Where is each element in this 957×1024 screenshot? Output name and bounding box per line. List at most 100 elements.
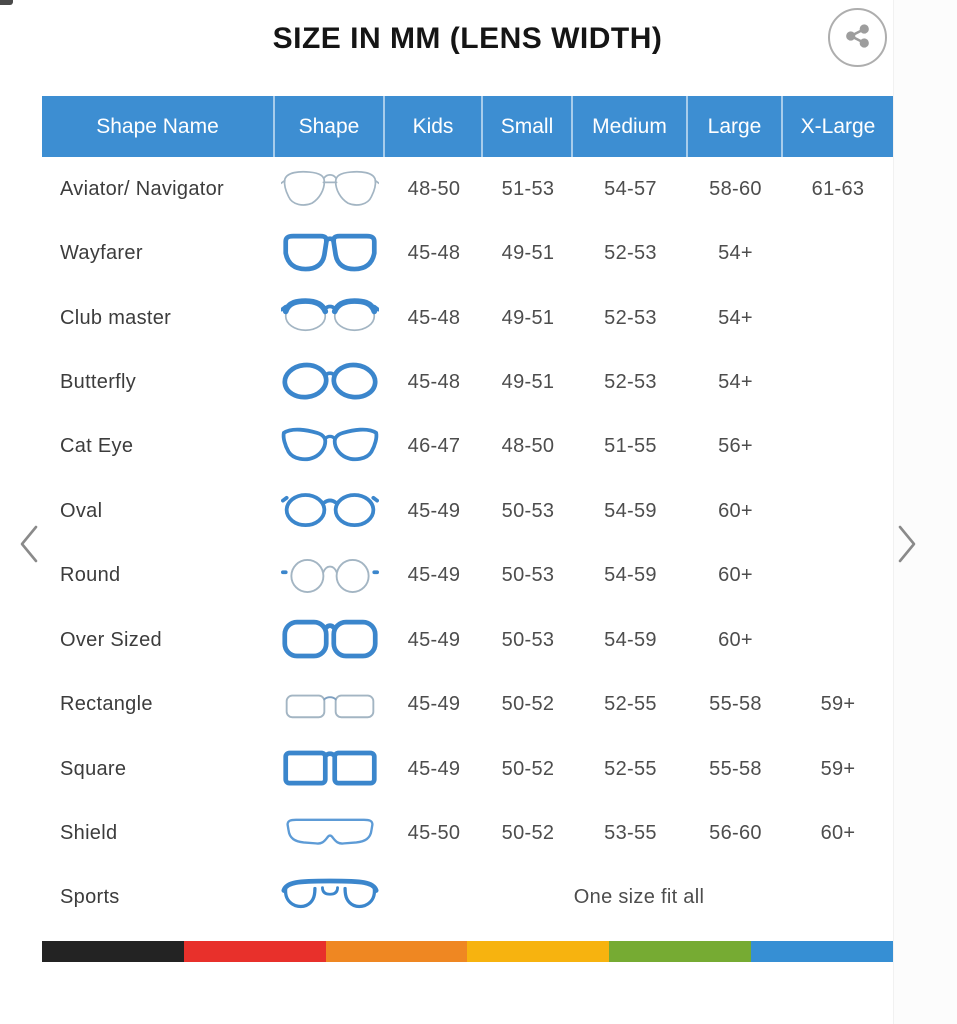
- size-kids: 45-48: [407, 242, 461, 265]
- size-large: 60+: [718, 499, 753, 522]
- size-medium: 52-53: [604, 306, 657, 329]
- size-kids: 45-48: [407, 306, 461, 329]
- stripe-segment: [42, 941, 184, 962]
- table-body: Aviator/ Navigator 48-50 51-53 54-57 58-…: [42, 157, 893, 930]
- size-large: 54+: [718, 242, 753, 265]
- wayfarer-glasses-icon: [275, 231, 385, 277]
- share-button[interactable]: [828, 8, 887, 67]
- size-xlarge: 59+: [820, 757, 856, 780]
- size-xlarge: 60+: [820, 821, 856, 844]
- size-small: 49-51: [501, 370, 555, 393]
- chevron-left-icon: [17, 523, 41, 568]
- shape-name: Butterfly: [60, 370, 137, 393]
- size-kids: 45-49: [407, 564, 461, 587]
- carousel-next-slide-edge: [893, 0, 957, 1024]
- size-medium: 52-53: [604, 370, 657, 393]
- size-small: 49-51: [501, 306, 555, 329]
- table-row: Oval 45-49 50-53 54-59 60+: [42, 479, 893, 543]
- one-size-note: One size fit all: [573, 886, 705, 909]
- table-row: Butterfly 45-48 49-51 52-53 54+: [42, 350, 893, 414]
- size-small: 48-50: [501, 435, 555, 458]
- table-row: Sports One size fit all: [42, 866, 893, 930]
- size-large: 54+: [718, 306, 753, 329]
- size-large: 56+: [718, 435, 753, 458]
- size-large: 58-60: [709, 177, 762, 200]
- size-xlarge: 59+: [820, 693, 856, 716]
- oval-glasses-icon: [275, 488, 385, 534]
- size-kids: 45-49: [407, 628, 461, 651]
- column-header-kids: Kids: [385, 96, 483, 157]
- table-row: Square 45-49 50-52 52-55 55-58 59+: [42, 737, 893, 801]
- clubmaster-glasses-icon: [275, 295, 385, 341]
- size-medium: 54-59: [604, 564, 657, 587]
- share-icon: [843, 21, 873, 54]
- size-small: 50-53: [501, 564, 555, 587]
- size-small: 50-53: [501, 628, 555, 651]
- size-medium: 52-55: [604, 693, 657, 716]
- cateye-glasses-icon: [275, 424, 385, 470]
- shape-name: Oval: [60, 499, 103, 522]
- column-header-xlarge: X-Large: [800, 114, 876, 138]
- shape-name: Rectangle: [60, 693, 153, 716]
- table-row: Wayfarer 45-48 49-51 52-53 54+: [42, 221, 893, 285]
- table-header-row: Shape Name Shape Kids Small Medium Large…: [42, 96, 893, 157]
- table-row: Over Sized 45-49 50-53 54-59 60+: [42, 608, 893, 672]
- size-medium: 54-59: [604, 499, 657, 522]
- size-large: 56-60: [709, 821, 762, 844]
- stripe-segment: [325, 941, 468, 962]
- chevron-right-icon: [895, 523, 919, 568]
- stripe-segment: [467, 941, 610, 962]
- round-glasses-icon: [275, 553, 385, 599]
- shape-name: Cat Eye: [60, 435, 134, 458]
- size-medium: 52-55: [604, 757, 657, 780]
- size-large: 60+: [718, 628, 753, 651]
- carousel-next-button[interactable]: [890, 521, 924, 569]
- size-kids: 45-49: [407, 499, 461, 522]
- size-xlarge: 61-63: [811, 177, 865, 200]
- oversized-glasses-icon: [275, 617, 385, 663]
- size-small: 49-51: [501, 242, 555, 265]
- column-header-large: Large: [688, 96, 783, 157]
- column-header-shape-name: Shape Name: [42, 96, 275, 157]
- shape-name: Shield: [60, 821, 118, 844]
- rectangle-glasses-icon: [275, 682, 385, 728]
- table-row: Round 45-49 50-53 54-59 60+: [42, 544, 893, 608]
- size-table: Shape Name Shape Kids Small Medium Large…: [42, 96, 893, 930]
- shape-name: Aviator/ Navigator: [60, 177, 224, 200]
- size-kids: 48-50: [407, 177, 461, 200]
- column-header-small: Small: [483, 96, 573, 157]
- size-medium: 52-53: [604, 242, 657, 265]
- column-header-shape: Shape: [275, 96, 385, 157]
- table-row: Cat Eye 46-47 48-50 51-55 56+: [42, 415, 893, 479]
- size-small: 50-52: [501, 821, 555, 844]
- shape-name: Wayfarer: [60, 242, 143, 265]
- carousel-prev-button[interactable]: [12, 521, 46, 569]
- stripe-segment: [183, 941, 326, 962]
- size-kids: 46-47: [407, 435, 461, 458]
- stripe-segment: [609, 941, 752, 962]
- size-large: 55-58: [709, 757, 762, 780]
- corner-mark: [0, 0, 13, 5]
- size-kids: 45-50: [407, 821, 461, 844]
- size-medium: 51-55: [604, 435, 657, 458]
- shape-name: Round: [60, 564, 121, 587]
- shape-name: Sports: [60, 886, 120, 909]
- shape-name: Over Sized: [60, 628, 162, 651]
- size-large: 54+: [718, 370, 753, 393]
- shape-name: Square: [60, 757, 127, 780]
- size-medium: 54-59: [604, 628, 657, 651]
- butterfly-glasses-icon: [275, 359, 385, 405]
- size-large: 55-58: [709, 693, 762, 716]
- size-medium: 54-57: [604, 177, 657, 200]
- size-kids: 45-49: [407, 693, 461, 716]
- table-row: Shield 45-50 50-52 53-55 56-60 60+: [42, 801, 893, 865]
- size-small: 51-53: [501, 177, 555, 200]
- shape-name: Club master: [60, 306, 172, 329]
- table-row: Aviator/ Navigator 48-50 51-53 54-57 58-…: [42, 157, 893, 221]
- footer-color-stripe: [42, 941, 893, 962]
- size-kids: 45-48: [407, 370, 461, 393]
- table-row: Rectangle 45-49 50-52 52-55 55-58 59+: [42, 672, 893, 736]
- size-small: 50-53: [501, 499, 555, 522]
- table-row: Club master 45-48 49-51 52-53 54+: [42, 286, 893, 350]
